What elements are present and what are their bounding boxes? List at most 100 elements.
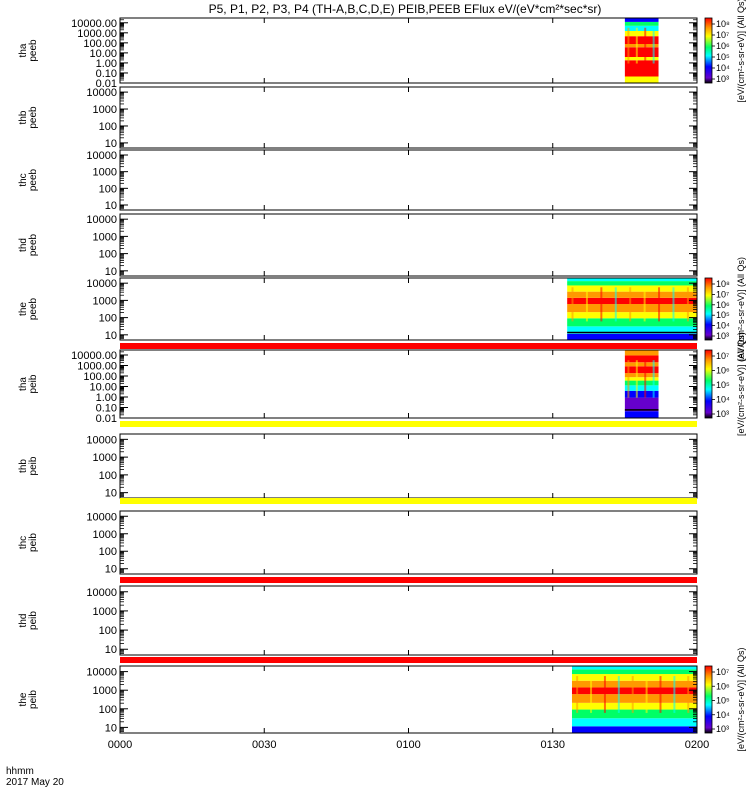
- panel-frame: [119, 86, 698, 149]
- strip-yellow-1: [120, 421, 697, 427]
- x-tick-label: 0200: [685, 739, 709, 751]
- heatmap-stripe: [627, 360, 630, 398]
- y-tick-label: 1000.00: [77, 28, 117, 40]
- y-axis-label: thapeeb: [18, 39, 39, 62]
- y-tick-label: 10000: [86, 434, 117, 446]
- heatmap-band: [571, 669, 697, 675]
- y-axis-label: thepeeb: [18, 297, 39, 320]
- y-tick-label: 1000.00: [77, 361, 117, 373]
- heatmap-band: [624, 362, 659, 367]
- y-tick-label: 100: [99, 625, 117, 637]
- colorbar-tick-label: 10⁵: [716, 696, 730, 706]
- heatmap-stripe: [571, 287, 574, 322]
- heatmap-band: [567, 285, 697, 292]
- heatmap-band: [571, 687, 697, 695]
- heatmap-stripe: [635, 360, 638, 398]
- y-axis-label: thbpeeb: [18, 106, 39, 129]
- y-tick-label: 10: [105, 330, 117, 342]
- x-tick-label: 0030: [252, 739, 276, 751]
- colorbar-tick-label: 10⁵: [716, 310, 730, 320]
- y-tick-label: 10000: [86, 667, 117, 679]
- colorbar-tick-label: 10⁴: [716, 710, 730, 720]
- y-tick-label: 10000: [86, 214, 117, 226]
- panel-thd-peib: 10000 1000 100 10 thdpeib: [18, 585, 698, 656]
- heatmap-stripe: [687, 676, 690, 713]
- y-tick-label: 100: [99, 470, 117, 482]
- y-tick-label: 1000: [93, 606, 117, 618]
- heatmap-band: [624, 31, 659, 37]
- y-axis-label: thapeib: [18, 374, 39, 393]
- y-tick-label: 10000: [86, 511, 117, 523]
- heatmap-stripe: [673, 676, 676, 713]
- time-label-bottom: 2017 May 20: [6, 777, 64, 788]
- colorbar-tick-label: 10⁴: [716, 63, 730, 73]
- heatmap-band: [567, 333, 697, 340]
- panel-frame: [119, 433, 698, 499]
- colorbar-unit-label: [eV/(cm²-s-sr-eV)] (All Qs): [736, 257, 746, 361]
- colorbar: 10⁷ 10⁶ 10⁵ 10⁴ 10³ [eV/(cm²-s-sr-eV)] (All Q…: [704, 648, 746, 752]
- panel-the-peeb: 10000 1000 100 10 thepeeb: [18, 277, 698, 342]
- panel-thc-peeb: 10000 1000 100 10 thcpeeb: [18, 149, 698, 212]
- heatmap-band: [624, 380, 659, 386]
- y-tick-label: 10: [105, 200, 117, 212]
- heatmap-band: [624, 25, 659, 31]
- y-tick-label: 1000: [93, 104, 117, 116]
- colorbar-tick-label: 10⁶: [716, 300, 730, 310]
- colorbar-tick-label: 10⁸: [716, 279, 730, 289]
- y-axis-label: thdpeib: [18, 611, 39, 630]
- strip-red-3: [120, 657, 697, 663]
- heatmap-stripe: [603, 676, 606, 713]
- colorbar-tick-label: 10³: [716, 409, 729, 419]
- panels: 10000.001000.00100.0010.001.000.100.01th…: [18, 17, 698, 734]
- colorbar-gradient: [704, 277, 713, 341]
- y-tick-label: 1000: [93, 295, 117, 307]
- heatmap-band: [624, 76, 659, 83]
- colorbar-tick-label: 10⁷: [716, 667, 729, 677]
- colorbar-tick-label: 10⁷: [716, 30, 729, 40]
- heatmap-stripe: [635, 27, 638, 64]
- strip-red-1: [120, 343, 697, 349]
- heatmap-band: [624, 397, 659, 412]
- heatmap-band: [571, 680, 697, 688]
- y-tick-label: 100: [99, 313, 117, 325]
- heatmap-band: [567, 326, 697, 334]
- time-axis: 0000 0030 0100 0130 0200: [108, 739, 709, 751]
- heatmap-stripe: [672, 287, 675, 322]
- panel-frame: [119, 349, 698, 419]
- colorbar-tick-label: 10⁶: [716, 41, 730, 51]
- y-tick-label: 0.01: [96, 78, 117, 90]
- y-tick-label: 10000: [86, 87, 117, 99]
- heatmap-band: [624, 411, 659, 418]
- colorbar-gradient: [704, 17, 713, 84]
- colorbar: 10⁷ 10⁶ 10⁵ 10⁴ 10³ [eV/(cm²-s-sr-eV)] (All Q…: [704, 332, 746, 436]
- panel-thb-peeb: 10000 1000 100 10 thbpeeb: [18, 86, 698, 150]
- colorbar-tick-label: 10⁷: [716, 351, 729, 361]
- y-axis-label: thcpeeb: [18, 168, 39, 191]
- heatmap-band: [624, 21, 659, 26]
- separator-strips: [120, 343, 697, 663]
- y-tick-label: 10: [105, 722, 117, 734]
- y-tick-label: 100: [99, 249, 117, 261]
- colorbar-tick-label: 10⁵: [716, 52, 730, 62]
- strip-red-2: [120, 577, 697, 583]
- y-tick-label: 1.00: [96, 392, 117, 404]
- y-tick-label: 1000: [93, 167, 117, 179]
- y-tick-label: 10: [105, 138, 117, 150]
- colorbar-tick-label: 10⁶: [716, 681, 730, 691]
- y-tick-label: 1000: [93, 452, 117, 464]
- heatmap-stripe: [590, 676, 593, 713]
- colorbar-tick-label: 10³: [716, 74, 729, 84]
- heatmap-band: [571, 694, 697, 703]
- heatmap-band: [567, 291, 697, 298]
- heatmap-band: [624, 60, 659, 77]
- y-tick-label: 10000: [86, 278, 117, 290]
- y-axis-label: thcpeib: [18, 533, 39, 552]
- y-tick-label: 10: [105, 564, 117, 576]
- heatmap-stripe: [645, 676, 648, 713]
- colorbar-unit-label: [eV/(cm²-s-sr-eV)] (All Qs): [736, 0, 746, 103]
- x-tick-label: 0000: [108, 739, 132, 751]
- heatmap-block: [624, 18, 659, 83]
- y-tick-label: 10: [105, 266, 117, 278]
